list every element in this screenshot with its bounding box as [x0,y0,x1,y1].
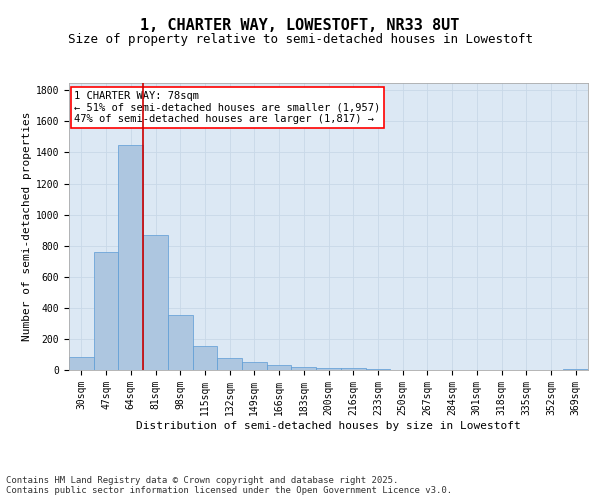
Bar [563,369,588,370]
Bar [292,367,316,370]
Text: 1 CHARTER WAY: 78sqm
← 51% of semi-detached houses are smaller (1,957)
47% of se: 1 CHARTER WAY: 78sqm ← 51% of semi-detac… [74,91,380,124]
Text: Size of property relative to semi-detached houses in Lowestoft: Size of property relative to semi-detach… [67,32,533,46]
Bar [316,368,341,370]
Bar [193,346,217,370]
Text: Contains HM Land Registry data © Crown copyright and database right 2025.
Contai: Contains HM Land Registry data © Crown c… [6,476,452,495]
Text: 1, CHARTER WAY, LOWESTOFT, NR33 8UT: 1, CHARTER WAY, LOWESTOFT, NR33 8UT [140,18,460,32]
Bar [168,315,193,370]
Bar [267,365,292,370]
Bar [69,357,94,370]
Bar [118,145,143,370]
Bar [143,235,168,370]
Bar [341,368,365,370]
X-axis label: Distribution of semi-detached houses by size in Lowestoft: Distribution of semi-detached houses by … [136,420,521,430]
Bar [242,362,267,370]
Y-axis label: Number of semi-detached properties: Number of semi-detached properties [22,112,32,341]
Bar [217,358,242,370]
Bar [94,252,118,370]
Bar [365,369,390,370]
